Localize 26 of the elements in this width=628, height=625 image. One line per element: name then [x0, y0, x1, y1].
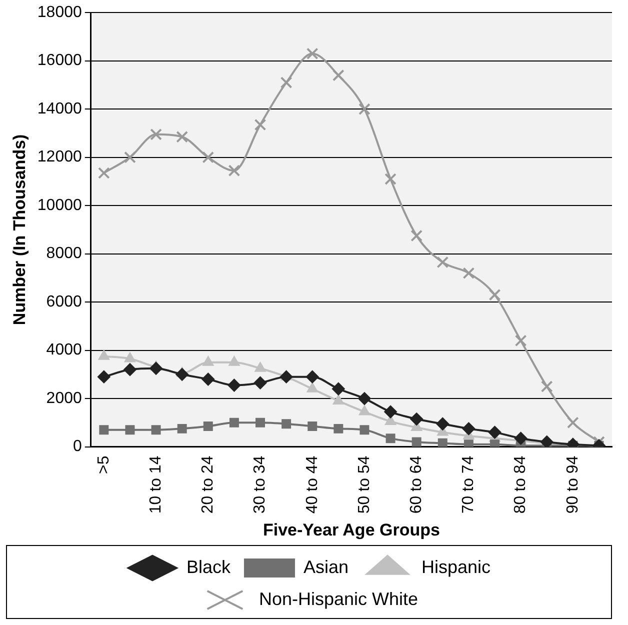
y-tick-label: 14000: [37, 100, 82, 118]
x-axis-title: Five-Year Age Groups: [262, 520, 440, 540]
y-axis-title: Number (In Thousands): [10, 134, 29, 326]
x-tick-label: 30 to 34: [252, 456, 269, 514]
x-tick-label: 40 to 44: [304, 456, 321, 514]
legend-label: Asian: [303, 556, 349, 577]
y-tick-label: 10000: [37, 196, 82, 214]
x-tick-label: 80 to 84: [512, 456, 530, 514]
y-tick-label: 4000: [46, 342, 82, 359]
x-tick-label: 20 to 24: [200, 456, 217, 514]
y-tick-label: 6000: [46, 293, 82, 310]
legend-label: Non-Hispanic White: [258, 588, 418, 609]
legend-label: Hispanic: [422, 556, 491, 577]
y-tick-label: 0: [72, 438, 82, 456]
x-tick-label: 60 to 64: [408, 456, 425, 514]
x-tick-label: 90 to 94: [564, 456, 582, 514]
y-tick-label: 16000: [37, 52, 82, 70]
y-tick-label: 2000: [46, 390, 82, 407]
x-tick-label: 50 to 54: [356, 456, 373, 514]
x-tick-label: 10 to 14: [147, 456, 164, 514]
y-tick-label: 18000: [37, 4, 82, 22]
y-tick-label: 12000: [37, 148, 82, 166]
x-tick-label: 70 to 74: [460, 456, 478, 514]
x-tick-label: >5: [95, 456, 112, 474]
y-tick-label: 8000: [46, 245, 82, 262]
legend-label: Black: [186, 556, 232, 577]
